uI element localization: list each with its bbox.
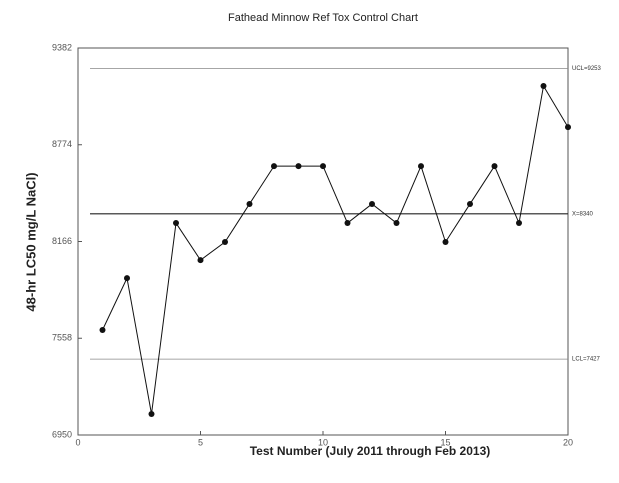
x-axis-label: Test Number (July 2011 through Feb 2013) [250, 444, 491, 458]
plot-frame [77, 47, 569, 436]
reference-label: LCL=7427 [572, 357, 601, 363]
data-point [344, 220, 351, 227]
reference-label: X=8340 [572, 211, 594, 217]
reference-label: UCL=9253 [572, 66, 602, 72]
data-point [467, 200, 473, 207]
data-point [148, 410, 155, 417]
data-point [295, 163, 302, 170]
y-axis-label: 48-hr LC50 mg/L NaCl) [23, 172, 38, 311]
data-point [369, 200, 375, 207]
data-point [442, 238, 449, 245]
chart-title: Fathead Minnow Ref Tox Control Chart [228, 12, 418, 24]
data-point [516, 220, 522, 227]
series-line [102, 84, 569, 415]
data-point [271, 163, 277, 170]
data-point [540, 83, 547, 90]
data-point [99, 326, 106, 333]
y-tick-label: 8774 [52, 139, 72, 149]
data-point [565, 124, 571, 131]
data-point [222, 238, 228, 245]
x-tick-label: 15 [440, 437, 450, 447]
data-point [491, 163, 498, 170]
y-tick-label: 9382 [52, 42, 72, 52]
data-point [320, 163, 326, 170]
data-point [418, 163, 424, 170]
data-point [246, 200, 253, 207]
data-point [173, 220, 179, 227]
x-tick-label: 5 [198, 437, 203, 447]
y-tick-label: 8166 [52, 236, 72, 246]
y-tick-label: 7558 [52, 333, 72, 343]
y-tick-label: 6950 [52, 429, 72, 439]
x-tick-label: 10 [318, 437, 328, 447]
data-point [393, 220, 400, 227]
x-tick-label: 20 [563, 437, 573, 447]
data-point [124, 275, 130, 282]
data-point [197, 257, 204, 264]
x-tick-label: 0 [75, 437, 80, 447]
